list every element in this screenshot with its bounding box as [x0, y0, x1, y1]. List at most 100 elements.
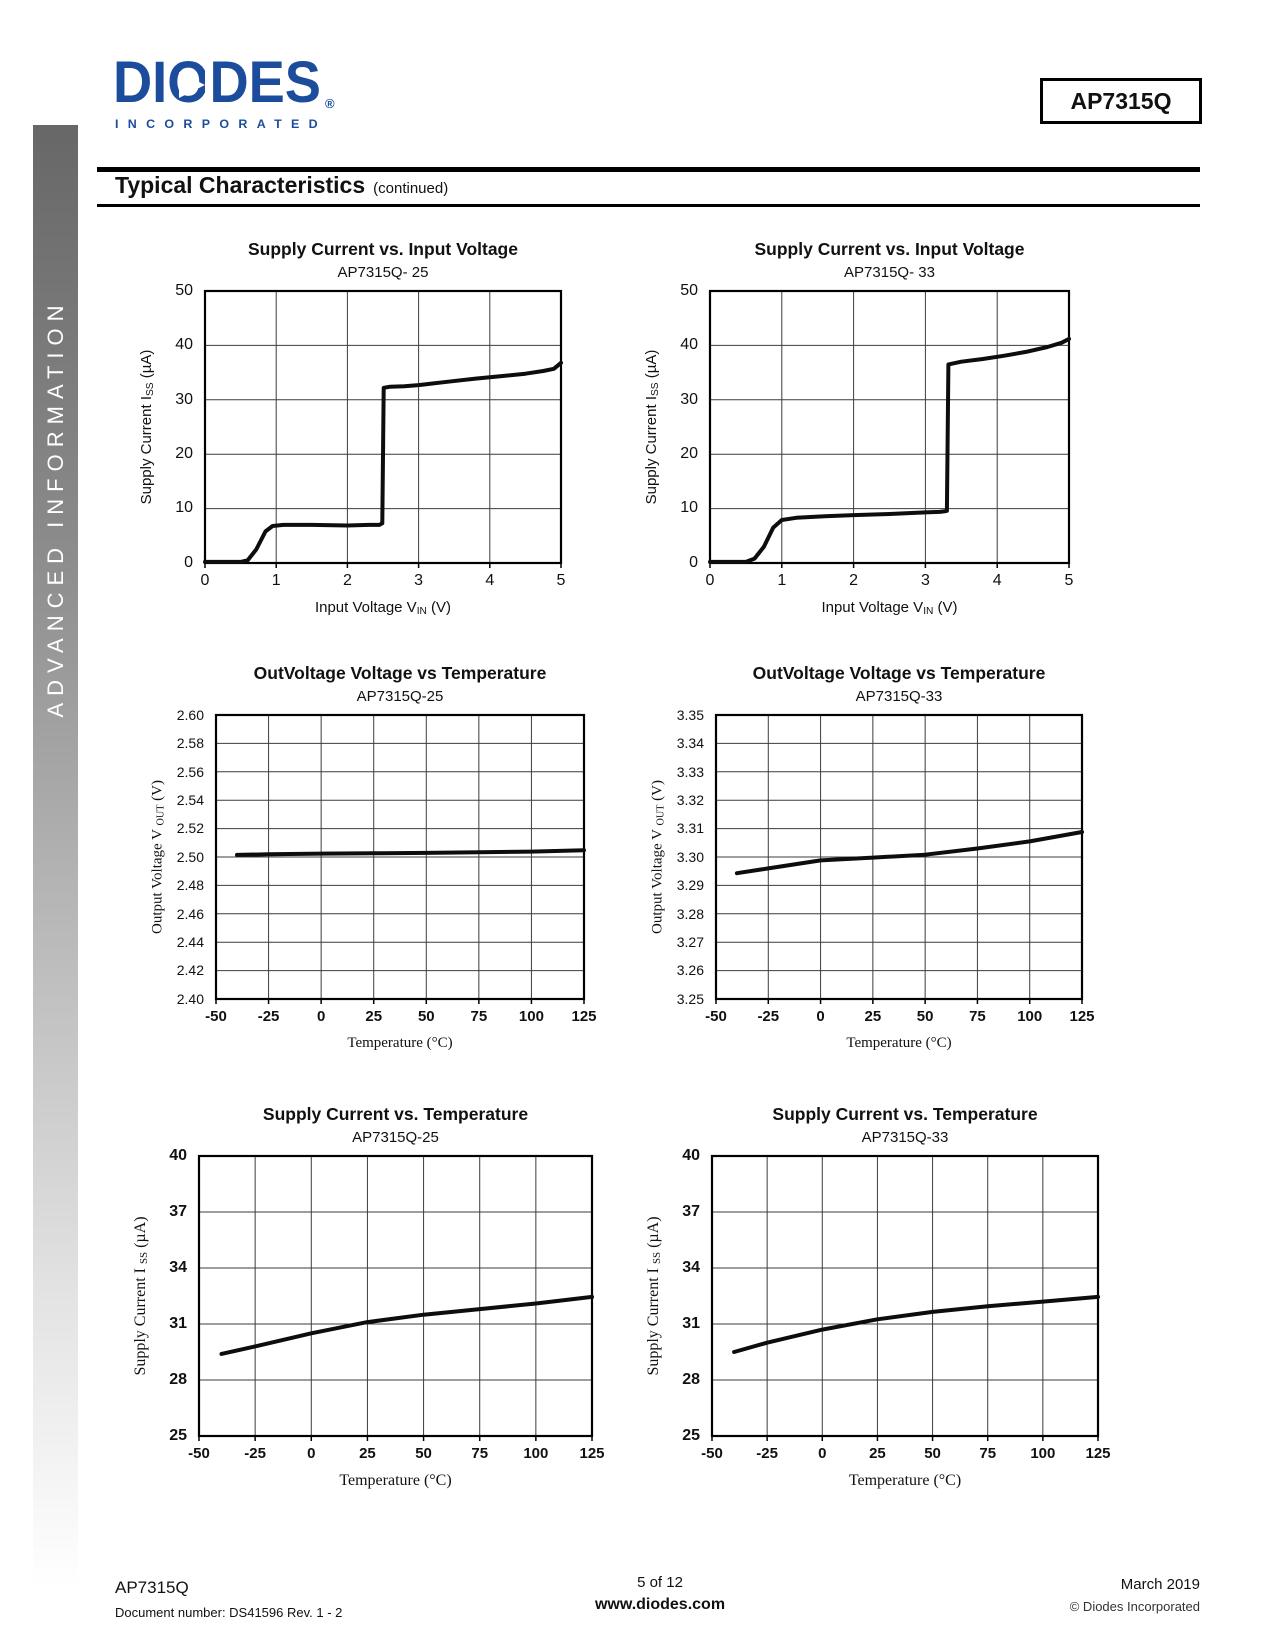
advanced-information-label: ADVANCED INFORMATION: [43, 298, 68, 718]
footer-page-info: 5 of 12: [637, 1574, 683, 1591]
y-tick-label: 37: [682, 1202, 700, 1220]
data-series-line: [732, 1294, 1100, 1354]
x-tick-label: 50: [916, 1008, 934, 1025]
chart-plot: [214, 713, 586, 1004]
x-tick-label: 100: [518, 1008, 544, 1025]
x-tick-label: 4: [992, 572, 1002, 589]
footer-website-link[interactable]: www.diodes.com: [594, 1596, 726, 1613]
chart-subtitle: AP7315Q-25: [352, 1129, 439, 1146]
y-tick-label: 2.58: [176, 735, 204, 752]
y-tick-label: 20: [175, 444, 193, 462]
data-series-line: [203, 360, 563, 564]
y-tick-label: 2.60: [176, 706, 204, 723]
data-series-line: [235, 848, 586, 857]
y-tick-label: 3.35: [676, 706, 704, 723]
y-tick-label: 34: [682, 1258, 700, 1276]
chart-supply-current-vs-temperature-33: Supply Current vs. Temperature AP7315Q-33…: [612, 1084, 1168, 1514]
x-tick-label: 25: [864, 1008, 882, 1025]
x-tick-label: 125: [1085, 1445, 1111, 1462]
chart-supply-current-vs-temperature-25: Supply Current vs. Temperature AP7315Q-25…: [99, 1084, 662, 1514]
y-tick-label: 3.33: [676, 763, 704, 780]
heading-rule-top: [97, 167, 1200, 172]
y-axis-title: Supply Current I SS (µA): [644, 1216, 664, 1376]
x-tick-label: -25: [244, 1445, 266, 1462]
x-tick-label: 25: [869, 1445, 886, 1462]
diode-symbol-icon: [179, 72, 205, 98]
chart-plot: [203, 289, 563, 568]
section-title: Typical Characteristics (continued): [115, 172, 448, 199]
footer-left: AP7315Q Document number: DS41596 Rev. 1 …: [115, 1578, 342, 1620]
x-tick-label: 3: [920, 572, 930, 589]
diode-cathode-bar-icon: [205, 70, 209, 100]
x-tick-label: 5: [556, 572, 566, 589]
y-tick-label: 0: [184, 553, 193, 571]
data-series-line: [219, 1294, 594, 1356]
footer-center: 5 of 12 www.diodes.com: [595, 1574, 725, 1614]
footer-right: March 2019 © Diodes Incorporated: [1070, 1576, 1200, 1614]
y-tick-label: 40: [680, 336, 698, 354]
footer-copyright: © Diodes Incorporated: [1069, 1599, 1200, 1614]
chart-subtitle: AP7315Q-33: [855, 688, 943, 705]
footer-doc-number: Document number: DS41596 Rev. 1 - 2: [115, 1605, 343, 1620]
x-tick-label: 2: [342, 572, 352, 589]
x-tick-label: 125: [571, 1008, 597, 1025]
footer-date: March 2019: [1120, 1576, 1200, 1593]
x-tick-label: 0: [307, 1445, 316, 1462]
x-tick-label: 25: [359, 1445, 376, 1462]
x-tick-label: -25: [257, 1008, 280, 1025]
part-number-box: AP7315Q: [1040, 78, 1202, 124]
y-tick-label: 10: [680, 499, 698, 517]
y-tick-label: 2.54: [176, 792, 204, 809]
y-tick-label: 30: [680, 390, 698, 408]
y-tick-label: 28: [682, 1370, 700, 1388]
diodes-logo: DIODES ® INCORPORATED: [113, 50, 353, 150]
x-tick-label: 0: [200, 572, 210, 589]
x-tick-label: 50: [924, 1445, 941, 1462]
y-tick-label: 25: [169, 1426, 187, 1444]
y-tick-label: 2.46: [176, 905, 204, 922]
x-tick-label: 2: [849, 572, 859, 589]
x-axis-title: Temperature (°C): [347, 1035, 453, 1051]
y-axis-title: Supply Current I SS (µA): [131, 1216, 151, 1376]
x-tick-label: 100: [1017, 1008, 1043, 1025]
x-tick-label: 50: [415, 1445, 432, 1462]
chart-plot: [708, 289, 1071, 568]
x-tick-label: 125: [579, 1445, 605, 1462]
y-tick-label: 50: [175, 281, 193, 299]
y-tick-label: 31: [169, 1314, 187, 1332]
y-tick-label: 3.32: [676, 792, 704, 809]
y-tick-label: 3.25: [676, 990, 704, 1007]
chart-subtitle: AP7315Q-33: [861, 1129, 949, 1146]
y-tick-label: 20: [680, 444, 698, 462]
y-tick-label: 3.34: [676, 735, 704, 752]
chart-title: Supply Current vs. Input Voltage: [754, 239, 1025, 259]
x-tick-label: -50: [705, 1008, 727, 1025]
y-tick-label: 30: [175, 390, 193, 408]
x-tick-label: 0: [705, 572, 715, 589]
y-tick-label: 3.26: [676, 962, 704, 979]
x-tick-label: 50: [417, 1008, 435, 1025]
y-tick-label: 2.56: [176, 763, 204, 780]
chart-title: Supply Current vs. Temperature: [772, 1104, 1038, 1124]
y-tick-label: 37: [169, 1202, 187, 1220]
incorporated-text: INCORPORATED: [115, 117, 327, 131]
y-tick-label: 2.40: [176, 990, 204, 1007]
x-tick-label: -50: [205, 1008, 227, 1025]
x-tick-label: 0: [818, 1445, 827, 1462]
x-tick-label: 75: [470, 1008, 488, 1025]
y-tick-label: 40: [175, 336, 193, 354]
y-tick-label: 2.44: [176, 934, 204, 951]
y-tick-label: 3.28: [676, 905, 704, 922]
x-axis-title: Input Voltage VIN (V): [821, 599, 958, 617]
chart-supply-current-vs-input-voltage-25: Supply Current vs. Input Voltage AP7315Q-…: [105, 219, 631, 641]
x-axis-title: Temperature (°C): [339, 1472, 452, 1489]
y-axis-title: Supply Current ISS (µA): [138, 349, 156, 505]
x-tick-label: 100: [1030, 1445, 1056, 1462]
diodes-logo-text: DIODES: [113, 50, 321, 115]
chart-title: OutVoltage Voltage vs Temperature: [752, 663, 1046, 683]
y-tick-label: 0: [689, 553, 698, 571]
x-tick-label: -50: [188, 1445, 210, 1462]
x-tick-label: 5: [1064, 572, 1074, 589]
y-tick-label: 25: [682, 1426, 700, 1444]
